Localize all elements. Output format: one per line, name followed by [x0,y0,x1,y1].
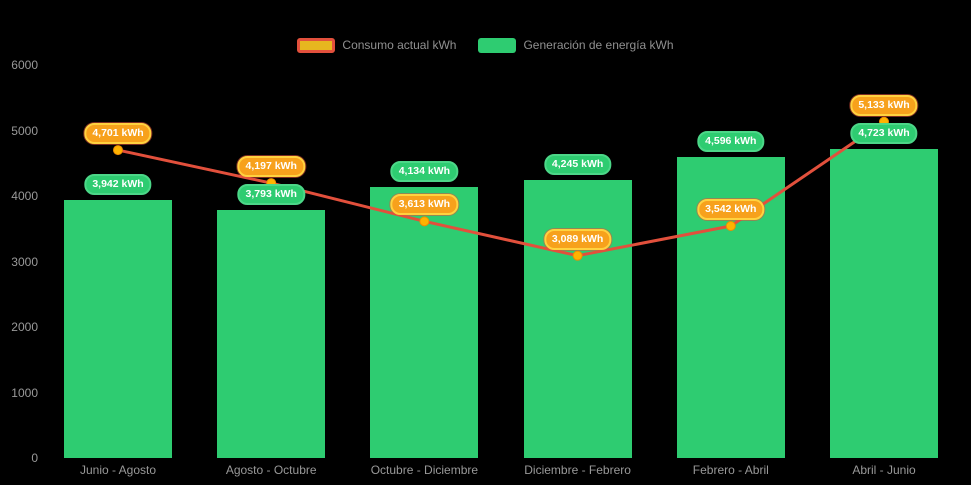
bar-value-label: 4,723 kWh [850,122,918,144]
y-axis-tick-label: 5000 [11,123,38,138]
x-axis-label: Abril - Junio [852,463,916,477]
line-value-label: 3,542 kWh [697,198,765,220]
line-value-label: 5,133 kWh [850,94,918,116]
line-value-label: 3,089 kWh [543,228,612,250]
bar-generacion[interactable] [523,179,632,458]
bar-value-label: 3,942 kWh [84,173,152,195]
line-value-label: 4,197 kWh [237,156,305,178]
y-axis-tick-label: 2000 [11,320,38,334]
x-axis-label: Junio - Agosto [79,463,157,477]
y-axis-tick-label: 1000 [11,385,38,400]
x-axis-label: Octubre - Diciembre [370,463,479,477]
x-axis-label: Agosto - Octubre [225,463,317,477]
line-value-label: 3,613 kWh [390,194,459,216]
legend-item-generacion[interactable]: Generación de energía kWh [478,38,674,53]
line-value-label: 4,701 kWh [84,123,152,145]
y-axis-tick-label: 6000 [11,58,38,72]
y-axis-tick-label: 0 [31,451,38,465]
bar-generacion[interactable] [830,148,938,458]
bar-value-label: 4,134 kWh [390,161,459,183]
line-point-marker[interactable] [113,145,123,156]
legend-item-consumo[interactable]: Consumo actual kWh [297,38,456,53]
bar-generacion[interactable] [370,187,479,458]
legend-swatch-consumo-icon [297,38,336,53]
x-axis-label: Diciembre - Febrero [524,463,631,477]
y-axis-tick-label: 4000 [11,189,38,203]
legend-label-generacion: Generación de energía kWh [523,38,674,52]
legend-label-consumo: Consumo actual kWh [342,38,457,52]
bar-generacion[interactable] [217,209,326,458]
chart-legend: Consumo actual kWh Generación de energía… [0,38,971,53]
bar-generacion[interactable] [64,199,172,458]
bar-value-label: 4,596 kWh [697,130,765,152]
bar-value-label: 3,793 kWh [237,183,305,205]
x-axis-label: Febrero - Abril [692,463,769,477]
legend-swatch-generacion-icon [478,38,517,53]
bar-value-label: 4,245 kWh [543,153,612,175]
y-axis-tick-label: 3000 [11,254,38,269]
